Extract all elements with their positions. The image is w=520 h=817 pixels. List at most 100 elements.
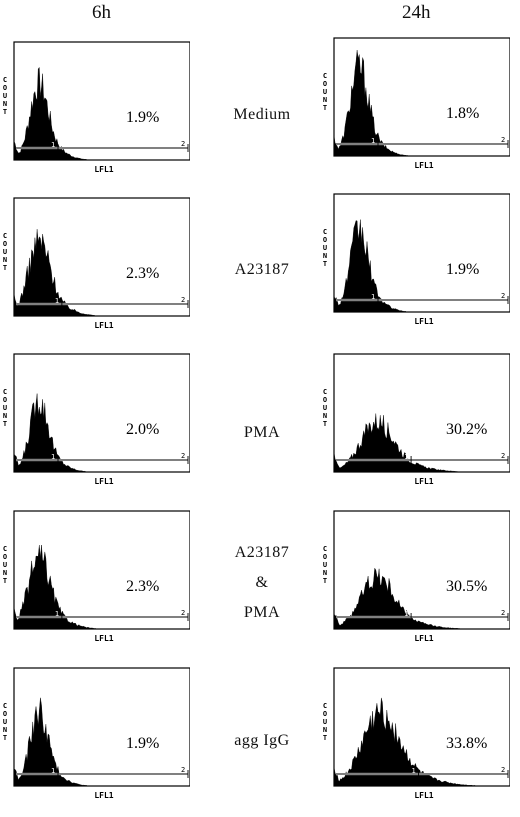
y-axis-letter: U [323, 718, 327, 726]
y-axis-letter: T [323, 577, 327, 585]
y-axis-letter: T [323, 104, 327, 112]
histogram-area [13, 229, 190, 317]
x-axis-label: LFL1 [94, 477, 113, 486]
histogram-area [13, 544, 190, 630]
gate-label-2: 2 [501, 609, 505, 617]
x-axis-label: LFL1 [414, 161, 433, 170]
y-axis-letter: N [3, 726, 7, 734]
histogram-svg: 1 2 C O U N T LFL1 1.9% [3, 41, 190, 174]
histogram-panel-6h-medium: 1 2 C O U N T LFL1 1.9% [0, 34, 190, 174]
histogram-svg: 1 2 C O U N T LFL1 1.9% [3, 667, 190, 800]
histogram-area [333, 219, 510, 313]
y-axis-letter: U [323, 561, 327, 569]
gate-label-1: 1 [51, 767, 55, 775]
y-axis-letter: C [323, 545, 327, 553]
y-axis-letter: C [3, 232, 7, 240]
percent-label: 2.3% [126, 265, 159, 282]
condition-label-a23187-pma: A23187 & PMA [207, 538, 317, 628]
histogram-svg: 1 2 C O U N T LFL1 2.3% [3, 197, 190, 330]
x-axis-label: LFL1 [414, 477, 433, 486]
x-axis-label: LFL1 [414, 317, 433, 326]
y-axis-letter: O [3, 396, 7, 404]
histogram-svg: 1 2 C O U N T LFL1 2.3% [3, 510, 190, 643]
histogram-area [333, 413, 510, 473]
histogram-area [333, 567, 510, 630]
histogram-area [13, 66, 190, 161]
condition-label-line: A23187 [234, 261, 290, 278]
percent-label: 1.9% [446, 261, 479, 278]
histogram-svg: 1 2 C O U N T LFL1 1.8% [323, 37, 510, 170]
y-axis-letter: N [3, 569, 7, 577]
column-header-6h: 6h [92, 2, 111, 23]
gate-label-1: 1 [371, 293, 375, 301]
condition-label-agg-igg: agg IgG [207, 727, 317, 755]
condition-label-line: & [255, 574, 269, 591]
y-axis-letter: N [323, 96, 327, 104]
y-axis-letter: O [3, 240, 7, 248]
gate-label-2: 2 [181, 140, 185, 148]
y-axis-letter: N [323, 726, 327, 734]
y-axis-letter: T [323, 260, 327, 268]
y-axis-letter: U [3, 404, 7, 412]
y-axis-letter: C [3, 76, 7, 84]
y-axis-letter: O [3, 553, 7, 561]
gate-label-1: 1 [371, 137, 375, 145]
gate-label-2: 2 [501, 136, 505, 144]
histogram-panel-6h-pma: 1 2 C O U N T LFL1 2.0% [0, 346, 190, 486]
y-axis-letter: O [323, 710, 327, 718]
gate-label-1: 1 [404, 610, 408, 618]
gate-label-2: 2 [181, 296, 185, 304]
gate-label-1: 1 [404, 453, 408, 461]
histogram-svg: 1 2 C O U N T LFL1 33.8% [323, 667, 510, 800]
y-axis-letter: U [323, 88, 327, 96]
y-axis-letter: O [323, 396, 327, 404]
gate-label-1: 1 [51, 453, 55, 461]
gate-label-2: 2 [501, 766, 505, 774]
x-axis-label: LFL1 [94, 791, 113, 800]
histogram-panel-24h-a23187-pma: 1 2 C O U N T LFL1 30.5% [320, 503, 510, 643]
histogram-svg: 1 2 C O U N T LFL1 30.5% [323, 510, 510, 643]
y-axis-letter: O [323, 236, 327, 244]
percent-label: 30.5% [446, 578, 487, 595]
y-axis-letter: N [3, 100, 7, 108]
y-axis-letter: O [3, 710, 7, 718]
column-header-24h: 24h [402, 2, 431, 23]
x-axis-label: LFL1 [94, 321, 113, 330]
gate-label-2: 2 [181, 766, 185, 774]
gate-label-1: 1 [51, 141, 55, 149]
y-axis-letter: U [3, 561, 7, 569]
histogram-panel-6h-a23187: 1 2 C O U N T LFL1 2.3% [0, 190, 190, 330]
y-axis-letter: O [323, 80, 327, 88]
y-axis-letter: C [323, 388, 327, 396]
histogram-panel-24h-pma: 1 2 C O U N T LFL1 30.2% [320, 346, 510, 486]
y-axis-letter: U [3, 718, 7, 726]
percent-label: 1.9% [126, 109, 159, 126]
histogram-area [13, 697, 190, 787]
x-axis-label: LFL1 [94, 634, 113, 643]
histogram-area [13, 393, 190, 473]
y-axis-letter: N [3, 256, 7, 264]
y-axis-letter: U [323, 404, 327, 412]
y-axis-letter: T [3, 577, 7, 585]
gate-label-1: 1 [55, 297, 59, 305]
y-axis-letter: T [3, 420, 7, 428]
y-axis-letter: C [323, 702, 327, 710]
y-axis-letter: T [3, 264, 7, 272]
histogram-panel-24h-agg-igg: 1 2 C O U N T LFL1 33.8% [320, 660, 510, 800]
histogram-svg: 1 2 C O U N T LFL1 1.9% [323, 193, 510, 326]
condition-label-line: A23187 [234, 544, 290, 561]
condition-label-a23187: A23187 [207, 256, 317, 284]
y-axis-letter: C [3, 702, 7, 710]
y-axis-letter: T [323, 734, 327, 742]
histogram-panel-6h-a23187-pma: 1 2 C O U N T LFL1 2.3% [0, 503, 190, 643]
histogram-panel-24h-medium: 1 2 C O U N T LFL1 1.8% [320, 30, 510, 170]
percent-label: 1.8% [446, 105, 479, 122]
histogram-area [333, 697, 510, 787]
y-axis-letter: T [3, 108, 7, 116]
histogram-svg: 1 2 C O U N T LFL1 2.0% [3, 353, 190, 486]
y-axis-letter: C [323, 228, 327, 236]
